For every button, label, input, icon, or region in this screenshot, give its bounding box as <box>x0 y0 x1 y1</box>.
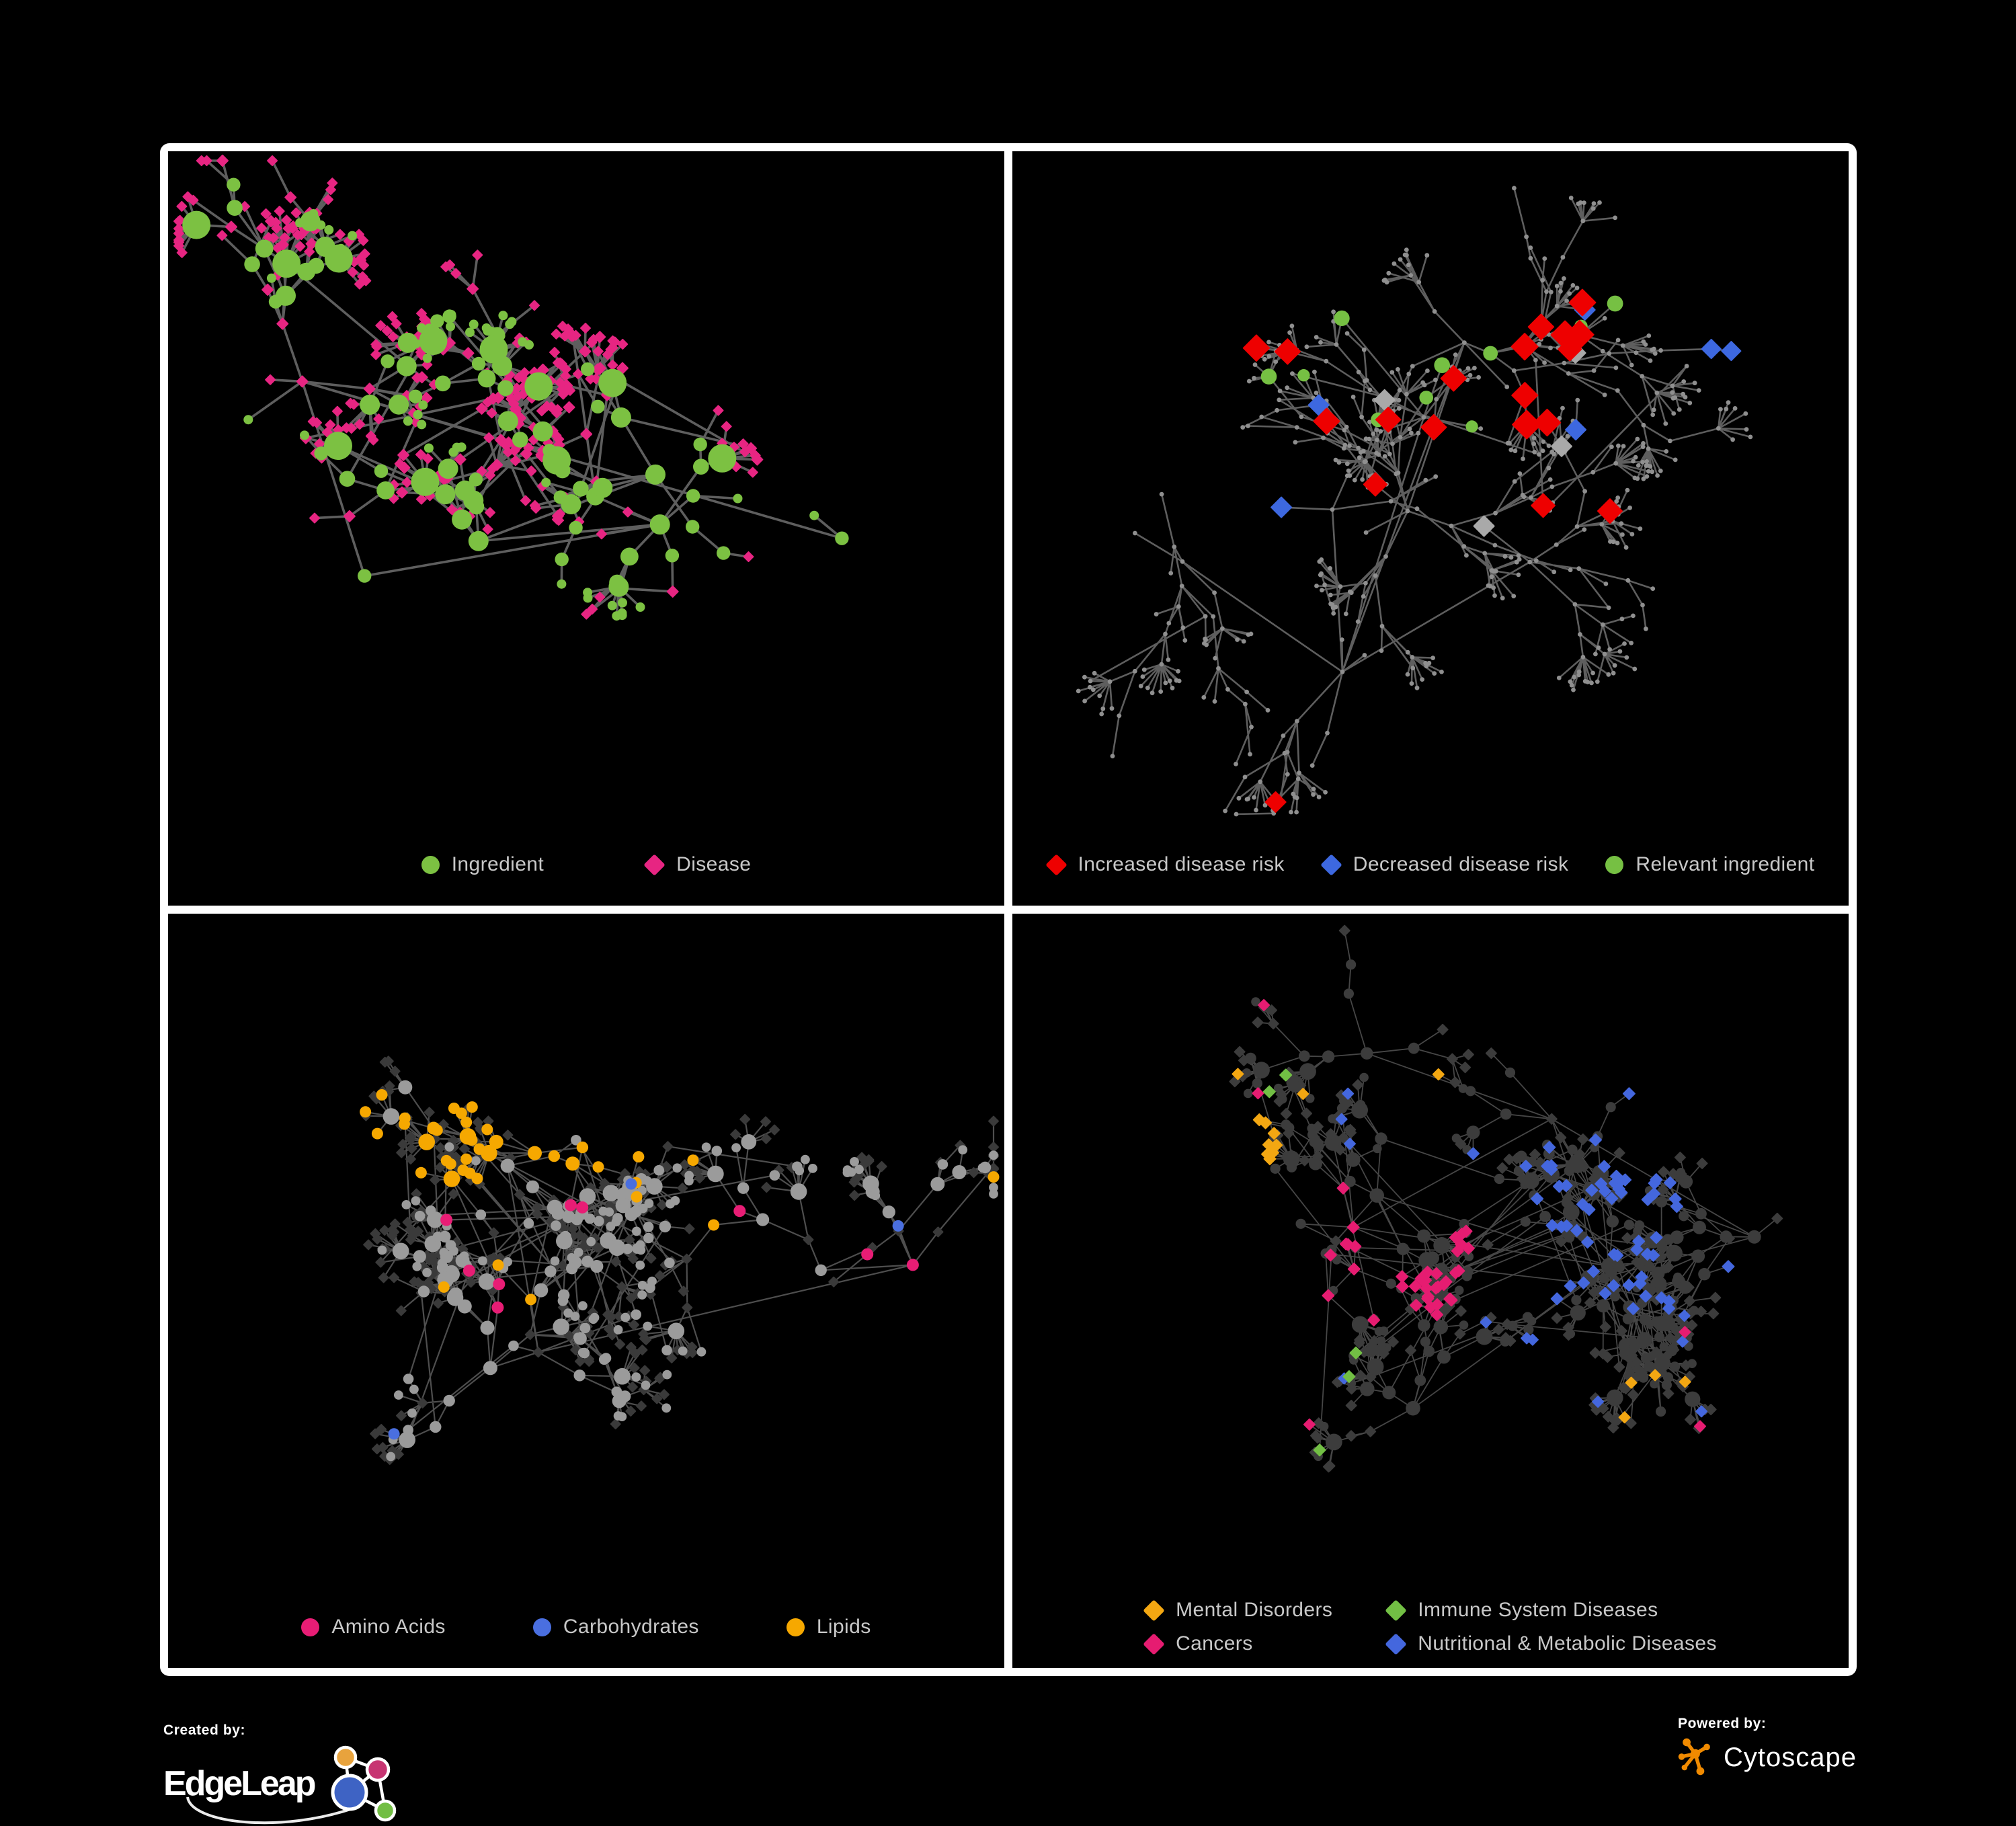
legend-diamond-symbol <box>1320 853 1342 876</box>
legend-circle-symbol <box>1605 855 1624 874</box>
panel-disease-risk: Increased disease risk Decreased disease … <box>1012 151 1849 906</box>
legend-item: Increased disease risk <box>1045 853 1285 876</box>
network-edge-layer <box>1077 187 1752 816</box>
ingredient-classes-legend: Amino Acids Carbohydrates Lipids <box>168 1586 1004 1668</box>
legend-item: Relevant ingredient <box>1605 853 1814 876</box>
legend-item: Mental Disorders <box>1143 1599 1333 1622</box>
legend-circle-symbol <box>421 855 440 874</box>
legend-label: Amino Acids <box>331 1616 446 1638</box>
powered-by-label: Powered by: <box>1678 1716 1767 1731</box>
ingredient-disease-network-graph <box>173 155 849 621</box>
edgeleap-logo-icon <box>186 1745 396 1825</box>
edgeleap-brand-row: EdgeLeap <box>163 1741 398 1826</box>
panel-ingredient-disease: Ingredient Disease <box>168 151 1004 906</box>
disease-risk-network-graph <box>1076 186 1753 817</box>
disease-classes-legend: Mental Disorders Immune System Diseases Ca… <box>1012 1586 1849 1668</box>
legend-circle-symbol <box>301 1618 320 1636</box>
legend-item: Decreased disease risk <box>1320 853 1569 876</box>
legend-label: Immune System Diseases <box>1418 1599 1658 1621</box>
legend-diamond-symbol <box>1385 1632 1408 1655</box>
legend-circle-symbol <box>786 1618 805 1636</box>
legend-label: Lipids <box>816 1616 871 1638</box>
legend-item: Ingredient <box>421 853 544 876</box>
edgeleap-credit: Created by: EdgeLeap <box>163 1722 398 1826</box>
network-edge-layer <box>1234 930 1778 1468</box>
legend-item: Carbohydrates <box>532 1616 699 1638</box>
legend-label: Nutritional & Metabolic Diseases <box>1418 1632 1717 1655</box>
edgeleap-wordmark: EdgeLeap <box>163 1764 316 1803</box>
legend-label: Increased disease risk <box>1078 853 1285 875</box>
network-node-layer <box>1076 186 1753 817</box>
legend-item: Amino Acids <box>301 1616 445 1638</box>
legend-diamond-symbol <box>1143 1632 1165 1655</box>
panel-ingredient-classes: Amino Acids Carbohydrates Lipids <box>168 914 1004 1668</box>
legend-item: Lipids <box>786 1616 871 1638</box>
network-node-layer <box>1229 924 1783 1473</box>
legend-label: Decreased disease risk <box>1353 853 1569 875</box>
legend-item: Disease <box>643 853 752 876</box>
legend-label: Mental Disorders <box>1176 1599 1333 1621</box>
legend-diamond-symbol <box>1045 853 1067 876</box>
disease-risk-legend: Increased disease risk Decreased disease … <box>1012 824 1849 906</box>
legend-circle-symbol <box>532 1618 551 1636</box>
cytoscape-wordmark: Cytoscape <box>1724 1743 1857 1772</box>
legend-label: Relevant ingredient <box>1636 853 1815 875</box>
panels-grid: Ingredient Disease Increased disease risk… <box>160 143 1857 1676</box>
legend-diamond-symbol <box>1143 1599 1165 1622</box>
legend-label: Cancers <box>1176 1632 1253 1655</box>
legend-item: Immune System Diseases <box>1385 1599 1717 1622</box>
legend-label: Carbohydrates <box>563 1616 699 1638</box>
ingredient-classes-network-graph <box>360 1056 1000 1465</box>
legend-diamond-symbol <box>643 853 666 876</box>
legend-label: Ingredient <box>451 853 545 875</box>
cytoscape-logo-icon <box>1678 1738 1710 1776</box>
network-node-layer <box>173 155 849 621</box>
cytoscape-brand-row: Cytoscape <box>1678 1737 1857 1778</box>
created-by-label: Created by: <box>163 1722 246 1738</box>
legend-item: Cancers <box>1143 1632 1332 1655</box>
cytoscape-credit: Powered by: Cytosc <box>1678 1716 1857 1778</box>
legend-item: Nutritional & Metabolic Diseases <box>1385 1632 1717 1655</box>
disease-classes-network-graph <box>1229 924 1783 1473</box>
network-node-layer <box>360 1056 1000 1465</box>
legend-diamond-symbol <box>1385 1599 1408 1622</box>
panel-disease-classes: Mental Disorders Immune System Diseases Ca… <box>1012 914 1849 1668</box>
ingredient-disease-legend: Ingredient Disease <box>168 824 1004 906</box>
legend-label: Disease <box>676 853 752 875</box>
